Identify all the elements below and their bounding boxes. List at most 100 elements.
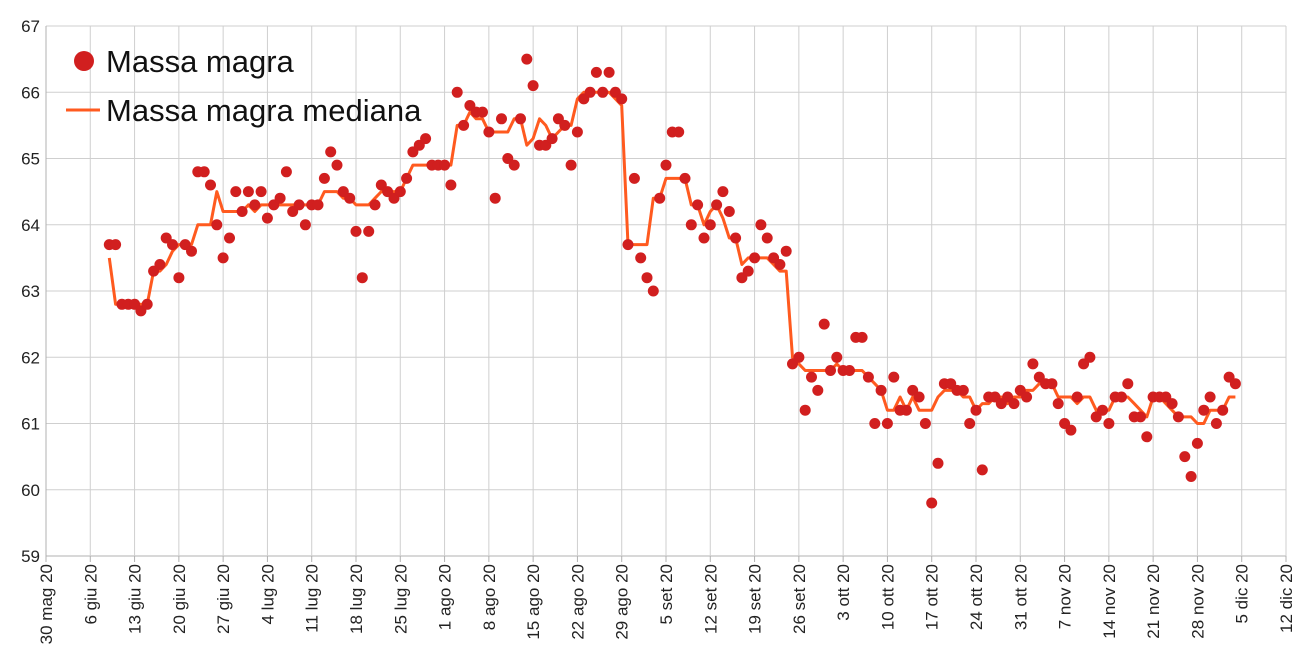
scatter-point xyxy=(875,384,887,396)
scatter-point xyxy=(711,199,723,211)
x-tick-label: 8 ago 20 xyxy=(480,564,499,630)
gridlines xyxy=(45,25,1287,562)
scatter-point xyxy=(1141,431,1153,443)
x-tick-label: 6 giu 20 xyxy=(81,564,100,625)
scatter-point xyxy=(793,351,805,363)
x-tick-label: 28 nov 20 xyxy=(1188,564,1207,639)
y-tick-label: 67 xyxy=(21,17,40,36)
scatter-point xyxy=(242,186,254,198)
scatter-point xyxy=(723,206,735,217)
scatter-point xyxy=(110,239,122,251)
scatter-point xyxy=(1084,351,1096,363)
scatter-point xyxy=(1046,378,1058,390)
x-tick-label: 30 mag 20 xyxy=(37,564,56,644)
x-tick-label: 17 ott 20 xyxy=(923,564,942,630)
scatter-point xyxy=(508,159,520,171)
scatter-point xyxy=(1065,424,1077,436)
scatter-point xyxy=(1135,411,1146,423)
y-tick-label: 66 xyxy=(21,83,40,102)
scatter-point xyxy=(888,371,900,383)
scatter-point xyxy=(957,384,969,396)
scatter-point xyxy=(141,298,153,310)
x-tick-label: 11 lug 20 xyxy=(303,564,322,633)
scatter-point xyxy=(976,464,988,476)
scatter-point xyxy=(325,146,337,158)
scatter-point xyxy=(559,119,571,131)
scatter-point xyxy=(1122,378,1134,390)
x-tick-label: 3 ott 20 xyxy=(834,564,853,621)
scatter-point xyxy=(350,225,362,237)
y-tick-label: 60 xyxy=(21,481,40,500)
scatter-point xyxy=(445,179,457,191)
scatter-point xyxy=(844,365,855,376)
scatter-point xyxy=(356,272,368,284)
scatter-point xyxy=(420,133,432,145)
scatter-point xyxy=(439,159,451,171)
scatter-point xyxy=(717,186,729,198)
scatter-point xyxy=(154,259,166,270)
scatter-point xyxy=(451,86,463,98)
scatter-point xyxy=(685,219,697,231)
scatter-point xyxy=(679,172,691,184)
scatter-point xyxy=(394,186,406,198)
scatter-point xyxy=(363,225,375,237)
scatter-point xyxy=(1097,404,1108,416)
y-tick-label: 64 xyxy=(21,216,40,235)
scatter-point xyxy=(571,126,583,138)
scatter-point xyxy=(1198,404,1210,416)
scatter-point xyxy=(812,384,824,396)
scatter-point xyxy=(198,166,210,178)
scatter-point xyxy=(1217,404,1229,416)
scatter-point xyxy=(584,86,596,98)
scatter-point xyxy=(742,265,754,277)
scatter-point xyxy=(293,199,305,211)
scatter-point xyxy=(818,318,830,330)
scatter-point xyxy=(211,219,223,231)
scatter-point xyxy=(869,418,881,429)
scatter-point xyxy=(318,172,330,184)
x-tick-label: 12 set 20 xyxy=(701,564,720,634)
scatter-point xyxy=(261,212,273,224)
scatter-point xyxy=(344,192,356,204)
scatter-point xyxy=(496,113,507,125)
scatter-point xyxy=(1021,391,1033,403)
x-tick-label: 14 nov 20 xyxy=(1100,564,1119,639)
scatter-point xyxy=(515,113,526,125)
scatter-point xyxy=(546,133,558,145)
scatter-point xyxy=(224,232,235,244)
scatter-point xyxy=(1027,358,1039,370)
x-tick-label: 19 set 20 xyxy=(746,564,765,634)
y-tick-label: 59 xyxy=(21,547,40,566)
scatter-point xyxy=(749,252,761,264)
scatter-point xyxy=(647,285,659,297)
y-tick-label: 65 xyxy=(21,150,40,169)
x-tick-label: 12 dic 20 xyxy=(1277,564,1296,633)
scatter-point xyxy=(1204,391,1216,403)
scatter-point xyxy=(1052,398,1064,410)
scatter-point xyxy=(780,245,792,257)
y-tick-label: 63 xyxy=(21,282,40,301)
y-tick-label: 62 xyxy=(21,348,40,367)
scatter-point xyxy=(964,418,976,429)
scatter-point xyxy=(401,172,413,184)
scatter-point xyxy=(1229,378,1241,390)
scatter-point xyxy=(616,93,628,105)
legend-label-scatter: Massa magra xyxy=(106,44,295,79)
y-tick-label: 61 xyxy=(21,415,40,434)
scatter-point xyxy=(280,166,292,178)
scatter-point xyxy=(926,497,938,509)
scatter-point xyxy=(622,239,634,251)
scatter-layer xyxy=(103,53,1241,509)
scatter-point xyxy=(919,418,931,429)
x-tick-label: 20 giu 20 xyxy=(170,564,189,634)
scatter-point xyxy=(1071,391,1083,403)
scatter-point xyxy=(673,126,685,138)
scatter-point xyxy=(521,53,533,65)
scatter-point xyxy=(774,259,786,270)
scatter-point xyxy=(230,186,242,198)
scatter-point xyxy=(217,252,229,264)
scatter-point xyxy=(167,239,178,251)
x-tick-label: 24 ott 20 xyxy=(967,564,986,630)
